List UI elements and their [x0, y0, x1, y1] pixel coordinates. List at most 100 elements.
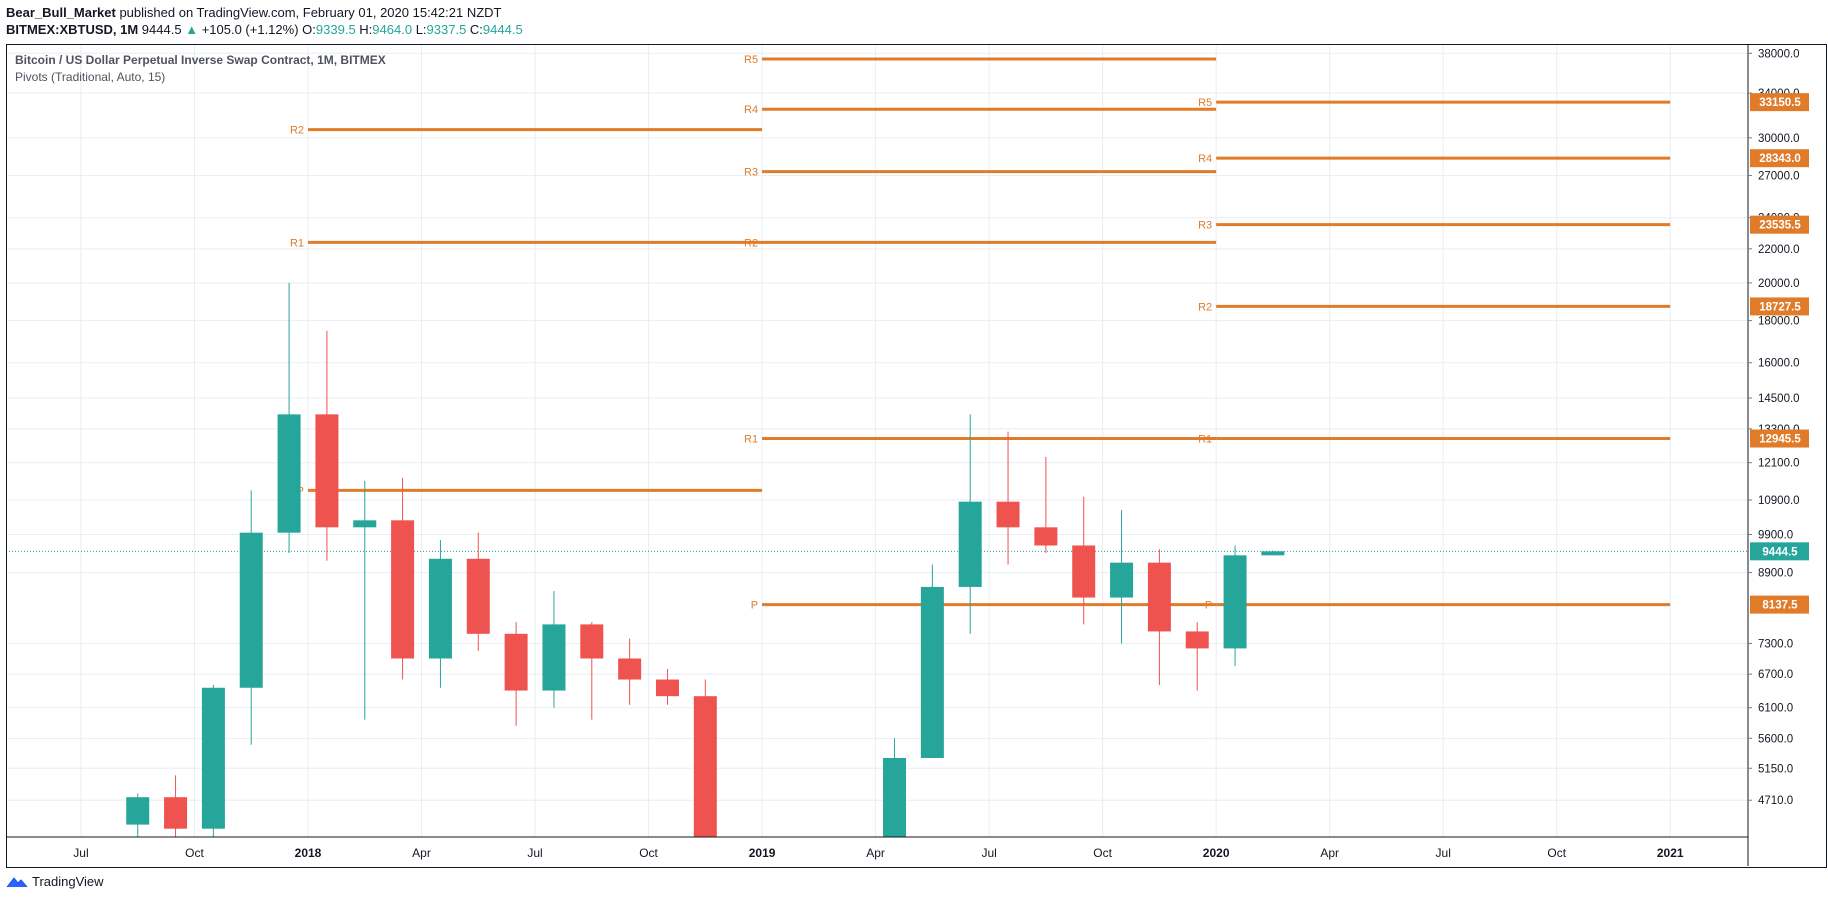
pivot-label-r4: R4 — [744, 104, 758, 116]
candle-body — [1034, 527, 1058, 546]
pivot-label-r3: R3 — [1198, 220, 1212, 232]
pivot-label-r2: R2 — [1198, 301, 1212, 313]
candle-body — [1072, 545, 1096, 598]
candle-body — [807, 850, 830, 902]
candle-body — [1223, 555, 1247, 649]
chart-title: Bitcoin / US Dollar Perpetual Inverse Sw… — [15, 53, 386, 67]
price-axis[interactable]: 38000.034000.030000.027000.024000.022000… — [1748, 48, 1809, 807]
time-tick-label: Oct — [185, 846, 204, 860]
close-label: C: — [469, 22, 483, 37]
change-arrow-icon: ▲ — [185, 22, 199, 37]
candle-body — [958, 501, 982, 587]
candle-body — [353, 520, 377, 528]
candle-body — [693, 696, 717, 837]
price-tick-label: 14500.0 — [1758, 393, 1800, 405]
publish-line: Bear_Bull_Market published on TradingVie… — [6, 4, 523, 21]
price-label-text: 28343.0 — [1759, 153, 1801, 165]
candle-body — [655, 679, 679, 697]
tradingview-logo-icon — [6, 876, 28, 887]
price-label-text: 9444.5 — [1762, 546, 1798, 558]
chart-border — [6, 44, 1827, 868]
pivot-label-p: P — [1205, 600, 1212, 612]
price-label-box — [1750, 542, 1809, 561]
price-tick-label: 6700.0 — [1758, 669, 1793, 681]
time-tick-label: Jul — [981, 846, 996, 860]
pivot-label-r5: R5 — [1198, 97, 1212, 109]
time-axis[interactable]: Jul Oct 2018 Apr Jul Oct 2019 Apr Jul Oct 2020 Apr J… — [73, 846, 1684, 860]
footer-brand-label: TradingView — [32, 874, 104, 889]
candle-body — [1110, 562, 1134, 598]
last-price: 9444.5 — [141, 22, 182, 37]
price-tick-label: 27000.0 — [1758, 171, 1800, 183]
candle-body — [996, 501, 1020, 528]
candle-body — [1261, 551, 1285, 556]
price-tick-label: 5150.0 — [1758, 763, 1793, 775]
time-tick-label: Oct — [1547, 846, 1566, 860]
close-value: 9444.5 — [482, 22, 523, 37]
candle-body — [883, 758, 907, 837]
pivot-label-r2: R2 — [744, 237, 758, 249]
price-tick-label: 22000.0 — [1758, 244, 1800, 256]
price-label-text: 12945.5 — [1759, 434, 1801, 446]
time-tick-label: Apr — [1320, 846, 1339, 860]
price-label-text: 33150.5 — [1759, 97, 1801, 109]
candle-body — [391, 520, 415, 659]
candle-body — [239, 532, 263, 688]
low-value: 9337.5 — [426, 22, 467, 37]
candle-body — [1147, 562, 1171, 632]
price-label-box — [1750, 149, 1809, 168]
price-label-box — [1750, 429, 1809, 448]
pivot-label-p: P — [751, 600, 758, 612]
symbol-label: BITMEX:XBTUSD, 1M — [6, 22, 139, 37]
price-tick-label: 10900.0 — [1758, 495, 1800, 507]
candles — [126, 282, 1285, 902]
candle-body — [466, 558, 490, 634]
change-value: +105.0 (+1.12%) — [201, 22, 299, 37]
time-tick-label: Apr — [412, 846, 431, 860]
price-label-box — [1750, 93, 1809, 112]
time-tick-label: 2019 — [749, 846, 776, 860]
candle-body — [770, 887, 793, 902]
price-label-box — [1750, 595, 1809, 614]
open-label: O: — [302, 22, 316, 37]
open-value: 9339.5 — [315, 22, 356, 37]
candle-body — [1185, 631, 1209, 649]
candle-body — [542, 624, 566, 691]
pivot-label-r3: R3 — [744, 167, 758, 179]
price-tick-label: 20000.0 — [1758, 278, 1800, 290]
price-tick-label: 12100.0 — [1758, 458, 1800, 470]
chart-header: Bear_Bull_Market published on TradingVie… — [6, 4, 523, 38]
candle-body — [164, 797, 188, 829]
pivot-label-r5: R5 — [744, 54, 758, 66]
time-tick-label: 2021 — [1657, 846, 1684, 860]
price-tick-label: 4710.0 — [1758, 795, 1793, 807]
time-tick-label: 2020 — [1203, 846, 1230, 860]
price-tick-label: 30000.0 — [1758, 133, 1800, 145]
time-tick-label: Jul — [73, 846, 88, 860]
high-label: H: — [359, 22, 373, 37]
price-tick-label: 18000.0 — [1758, 316, 1800, 328]
pivot-lines: PR1R2PR1R2R3R4R5PR1R2R3R4R5 — [290, 54, 1671, 612]
author-name[interactable]: Bear_Bull_Market — [6, 5, 116, 20]
candle-body — [920, 586, 944, 759]
symbol-line: BITMEX:XBTUSD, 1M 9444.5 ▲ +105.0 (+1.12… — [6, 21, 523, 38]
price-label-text: 8137.5 — [1762, 600, 1798, 612]
footer-brand[interactable]: TradingView — [6, 874, 104, 889]
candle-body — [315, 414, 339, 528]
pivot-label-r4: R4 — [1198, 153, 1212, 165]
time-tick-label: Oct — [639, 846, 658, 860]
candle-body — [580, 624, 604, 659]
price-tick-label: 9900.0 — [1758, 529, 1793, 541]
indicator-label[interactable]: Pivots (Traditional, Auto, 15) — [15, 70, 165, 84]
candle-body — [845, 850, 868, 854]
price-tick-label: 16000.0 — [1758, 358, 1800, 370]
pivot-label-r1: R1 — [290, 237, 304, 249]
low-label: L: — [415, 22, 427, 37]
pivot-label-r2: R2 — [290, 125, 304, 137]
price-label-box — [1750, 297, 1809, 316]
price-tick-label: 8900.0 — [1758, 568, 1793, 580]
time-tick-label: Jul — [1436, 846, 1451, 860]
chart-frame — [6, 44, 1827, 868]
pivot-label-r1: R1 — [744, 434, 758, 446]
